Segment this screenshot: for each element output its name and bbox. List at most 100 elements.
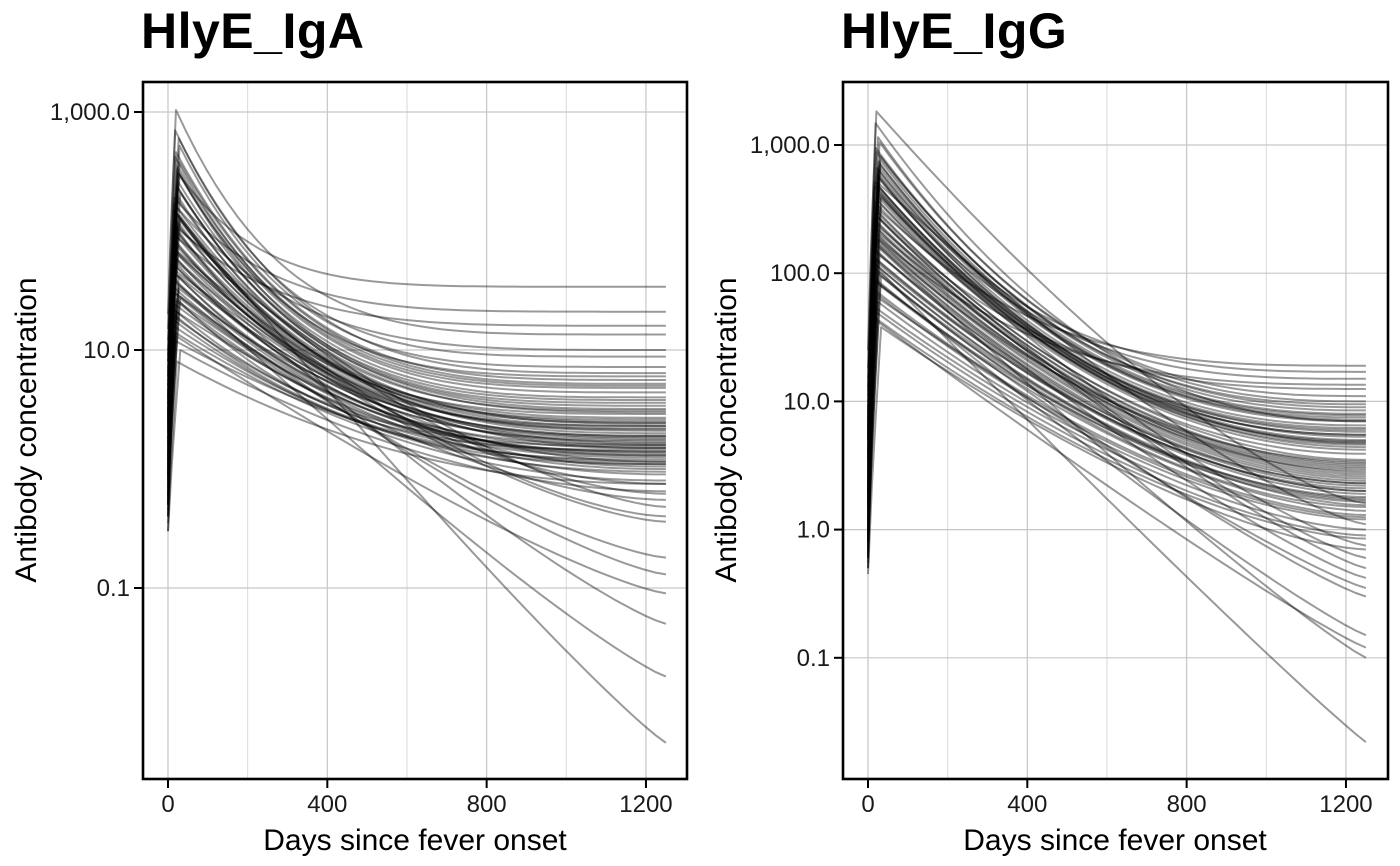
antibody-curve <box>867 200 1366 460</box>
antibody-curve <box>167 251 666 452</box>
antibody-curve <box>867 259 1366 530</box>
curves-group <box>867 110 1367 743</box>
antibody-curve <box>167 299 666 496</box>
antibody-curve <box>867 326 1366 575</box>
y-axis-label-left: Antibody concentration <box>10 277 43 583</box>
antibody-curve <box>167 310 666 505</box>
antibody-curve <box>167 292 666 488</box>
antibody-curve <box>167 277 666 478</box>
antibody-curve <box>167 260 666 465</box>
y-tick-label: 1.0 <box>797 517 830 544</box>
x-tick-label: 400 <box>307 791 347 818</box>
antibody-curve <box>867 155 1366 412</box>
antibody-curve <box>167 272 666 475</box>
antibody-curve <box>167 248 666 449</box>
antibody-curve <box>867 241 1366 508</box>
antibody-curve <box>867 205 1367 547</box>
antibody-curve <box>867 180 1366 435</box>
antibody-curve <box>167 225 666 422</box>
x-tick-label: 800 <box>1167 791 1207 818</box>
antibody-curve <box>167 216 666 435</box>
antibody-curve <box>167 290 667 576</box>
antibody-curve <box>167 184 666 401</box>
antibody-curve <box>167 265 666 470</box>
antibody-curve <box>867 199 1366 459</box>
antibody-curve <box>867 159 1366 415</box>
antibody-curve <box>867 186 1366 443</box>
antibody-curve <box>867 184 1366 446</box>
antibody-curve <box>167 318 666 517</box>
panel-border <box>841 80 1390 781</box>
x-tick-label: 800 <box>467 791 507 818</box>
y-tick-label: 1,000.0 <box>50 99 130 126</box>
antibody-curve <box>867 168 1366 423</box>
antibody-curve <box>867 275 1366 543</box>
antibody-curve <box>167 238 666 439</box>
antibody-curve <box>867 122 1366 423</box>
antibody-curve <box>167 244 666 468</box>
antibody-curve <box>867 281 1366 546</box>
antibody-curve <box>167 205 666 405</box>
antibody-curve <box>167 287 666 488</box>
antibody-curve <box>167 137 666 375</box>
antibody-curve <box>167 235 666 508</box>
antibody-curve <box>867 160 1366 417</box>
antibody-curve <box>167 303 666 500</box>
antibody-curve <box>167 335 667 595</box>
antibody-curve <box>167 295 666 492</box>
x-axis-label-right: Days since fever onset <box>963 824 1267 857</box>
antibody-curve <box>867 174 1366 431</box>
antibody-curve <box>867 209 1366 469</box>
panel-border <box>141 80 689 781</box>
antibody-curve <box>167 187 666 410</box>
panel-HlyE_IgG: 0 400 800 1200 1,000.0 100.0 10.0 1.0 0.1 <box>750 80 1390 818</box>
panel-title-hlye-iga: HlyE_IgA <box>141 3 365 59</box>
antibody-curve <box>167 151 666 381</box>
antibody-curve <box>867 221 1366 486</box>
antibody-curve <box>867 172 1366 427</box>
antibody-curve <box>867 320 1367 649</box>
antibody-curve <box>167 253 666 485</box>
x-tick-label: 1200 <box>619 791 672 818</box>
antibody-curve <box>167 109 666 336</box>
antibody-curve <box>167 308 666 505</box>
antibody-curve <box>867 305 1366 559</box>
antibody-curve <box>167 222 666 420</box>
antibody-curve <box>867 229 1366 494</box>
antibody-curve <box>867 296 1367 590</box>
antibody-curve <box>167 271 666 475</box>
antibody-curve <box>167 168 666 378</box>
antibody-curve <box>867 253 1366 520</box>
antibody-curve <box>867 236 1366 504</box>
antibody-curve <box>167 324 666 511</box>
antibody-curve <box>867 257 1366 525</box>
antibody-curve <box>867 167 1366 422</box>
antibody-curve <box>867 196 1366 456</box>
y-tick-label: 10.0 <box>83 337 130 364</box>
antibody-curve <box>867 228 1367 570</box>
antibody-curve <box>867 310 1366 563</box>
y-tick-label: 100.0 <box>770 260 830 287</box>
antibody-curve <box>867 246 1366 511</box>
x-tick-label: 1200 <box>1319 791 1372 818</box>
antibody-curve <box>867 163 1366 419</box>
antibody-curve <box>867 141 1366 403</box>
antibody-curve <box>167 129 666 358</box>
antibody-curve <box>167 226 666 495</box>
antibody-curve <box>167 360 666 532</box>
antibody-curve <box>167 297 666 496</box>
antibody-curve <box>167 180 666 399</box>
antibody-curve <box>867 146 1366 406</box>
antibody-curve <box>867 178 1366 435</box>
antibody-curve <box>867 255 1366 527</box>
antibody-curve <box>867 193 1366 453</box>
antibody-curve <box>867 237 1366 504</box>
antibody-curve <box>167 171 666 394</box>
antibody-curve <box>867 182 1367 526</box>
antibody-curve <box>167 191 666 407</box>
antibody-curve <box>167 339 666 524</box>
antibody-curve <box>167 258 667 625</box>
antibody-curve <box>867 272 1366 539</box>
antibody-curve <box>867 264 1366 536</box>
